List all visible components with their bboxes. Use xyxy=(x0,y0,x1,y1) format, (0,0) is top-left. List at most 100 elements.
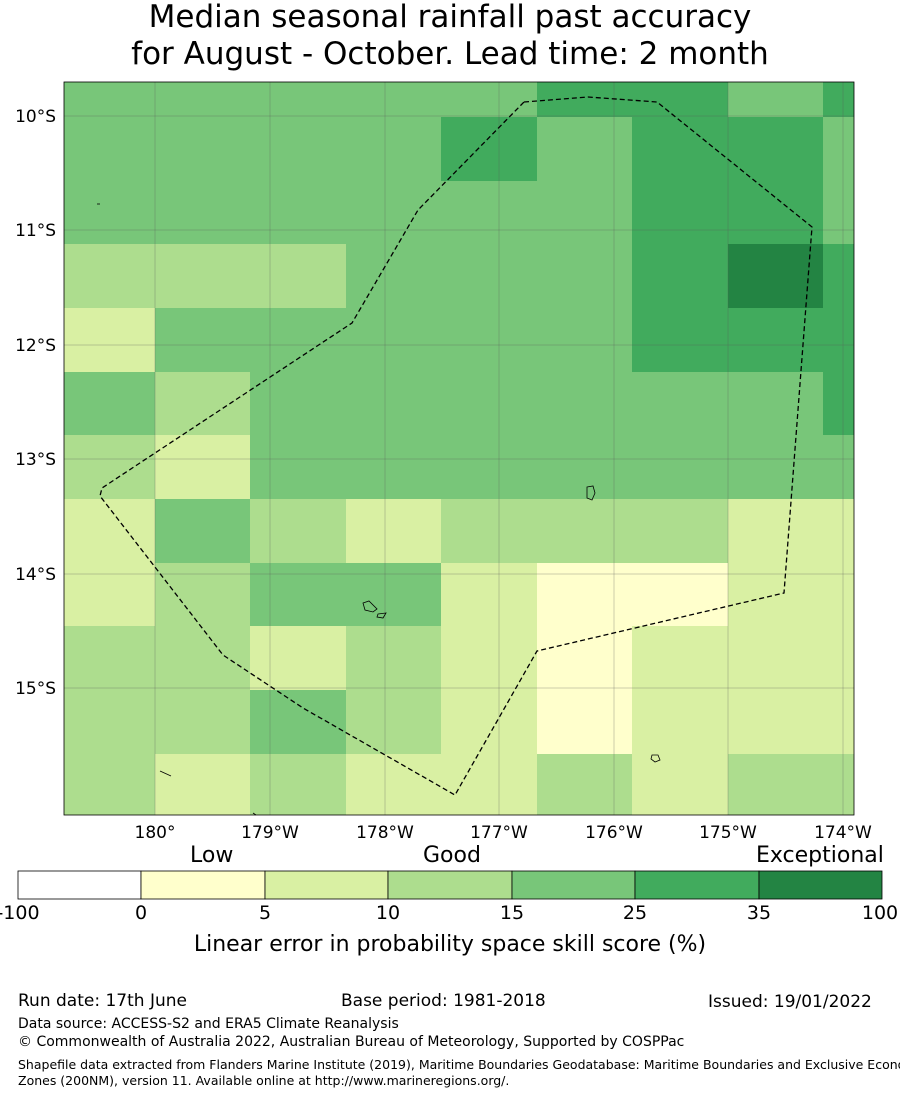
lon-tick-label: 177°W xyxy=(470,823,528,843)
map-title-line-2: for August - October. Lead time: 2 month xyxy=(131,36,769,72)
grid-cell xyxy=(632,372,728,435)
grid-cell xyxy=(441,626,537,690)
grid-cell xyxy=(441,117,537,181)
grid-cell xyxy=(64,372,155,435)
island-5 xyxy=(159,770,172,777)
colorbar-word-good: Good xyxy=(423,843,481,868)
grid-cell xyxy=(728,435,823,499)
grid-cell xyxy=(64,244,155,308)
lon-tick-label: 179°W xyxy=(241,823,299,843)
skill-grid xyxy=(64,82,854,815)
grid-cell xyxy=(823,181,854,244)
grid-cell xyxy=(441,690,537,754)
grid-cell xyxy=(728,754,823,815)
map-frame xyxy=(63,81,855,816)
colorbar-tick: 10 xyxy=(375,902,401,924)
grid-cell xyxy=(64,308,155,372)
grid-cell xyxy=(250,308,346,372)
grid-cell xyxy=(632,181,728,244)
colorbar-tick: 0 xyxy=(134,902,148,924)
colorbar-tick: 25 xyxy=(622,902,648,924)
grid-cell xyxy=(823,754,854,815)
base-period: Base period: 1981-2018 xyxy=(341,991,546,1011)
lat-tick-label: 11°S xyxy=(15,221,56,241)
grid-cell xyxy=(632,435,728,499)
colorbar-tick: 5 xyxy=(258,902,272,924)
grid-cell xyxy=(250,754,346,815)
grid-cell xyxy=(823,82,854,117)
grid-cell xyxy=(728,117,823,181)
grid-cell xyxy=(537,435,632,499)
grid-cell xyxy=(537,563,632,626)
grid-cell xyxy=(728,690,823,754)
grid-cell xyxy=(64,82,155,117)
grid-cell xyxy=(728,82,823,117)
grid-cell xyxy=(441,308,537,372)
grid-cell xyxy=(537,181,632,244)
run-date: Run date: 17th June xyxy=(18,991,187,1011)
grid-cell xyxy=(537,117,632,181)
grid-cell xyxy=(64,563,155,626)
grid-cell xyxy=(823,626,854,690)
grid-cell xyxy=(537,372,632,435)
grid-cell xyxy=(64,626,155,690)
grid-cell xyxy=(441,754,537,815)
grid-cell xyxy=(346,244,441,308)
eez-boundary xyxy=(99,96,813,796)
grid-cell xyxy=(632,244,728,308)
lat-tick-label: 12°S xyxy=(15,336,56,356)
grid-cell xyxy=(537,308,632,372)
grid-cell xyxy=(441,181,537,244)
grid-cell xyxy=(823,563,854,626)
grid-cell xyxy=(155,435,250,499)
grid-cell xyxy=(155,181,250,244)
grid-cell xyxy=(632,82,728,117)
grid-cell xyxy=(346,626,441,690)
grid-cell xyxy=(250,82,346,117)
grid-cell xyxy=(250,181,346,244)
grid-cell xyxy=(823,308,854,372)
grid-cell xyxy=(250,244,346,308)
grid-cell xyxy=(632,690,728,754)
grid-cell xyxy=(250,372,346,435)
grid-cell xyxy=(632,626,728,690)
grid-cell xyxy=(728,308,823,372)
grid-cell xyxy=(155,499,250,563)
colorbar-segment xyxy=(17,870,142,900)
grid-cell xyxy=(346,563,441,626)
grid-cell xyxy=(64,690,155,754)
copyright: © Commonwealth of Australia 2022, Austra… xyxy=(18,1034,685,1050)
grid-cell xyxy=(632,563,728,626)
data-source: Data source: ACCESS-S2 and ERA5 Climate … xyxy=(18,1016,399,1032)
grid-cell xyxy=(728,372,823,435)
colorbar xyxy=(17,870,883,900)
grid-cell xyxy=(64,181,155,244)
grid-cell xyxy=(346,372,441,435)
lat-tick-label: 15°S xyxy=(15,679,56,699)
grid-cell xyxy=(537,690,632,754)
grid-cell xyxy=(728,499,823,563)
island-1 xyxy=(586,485,596,501)
grid-cell xyxy=(155,372,250,435)
lon-tick-label: 174°W xyxy=(814,823,872,843)
grid-cell xyxy=(632,499,728,563)
colorbar-word-low: Low xyxy=(190,843,234,868)
grid-cell xyxy=(728,244,823,308)
axis-labels: 180° 179°W 178°W 177°W 176°W 175°W 174°W 10°S 11… xyxy=(15,107,872,843)
grid-cell xyxy=(250,563,346,626)
grid-cell xyxy=(346,117,441,181)
grid-cell xyxy=(155,626,250,690)
colorbar-segment xyxy=(387,870,513,900)
grid-cell xyxy=(632,308,728,372)
grid-cell xyxy=(728,626,823,690)
grid-cell xyxy=(823,690,854,754)
grid-cell xyxy=(155,308,250,372)
lat-tick-label: 10°S xyxy=(15,107,56,127)
shapefile-credit-line-2: Zones (200NM), version 11. Available onl… xyxy=(18,1073,510,1088)
grid-cell xyxy=(823,117,854,181)
grid-cell xyxy=(632,754,728,815)
grid-cell xyxy=(346,308,441,372)
grid-cell xyxy=(155,82,250,117)
colorbar-word-exceptional: Exceptional xyxy=(756,843,884,868)
